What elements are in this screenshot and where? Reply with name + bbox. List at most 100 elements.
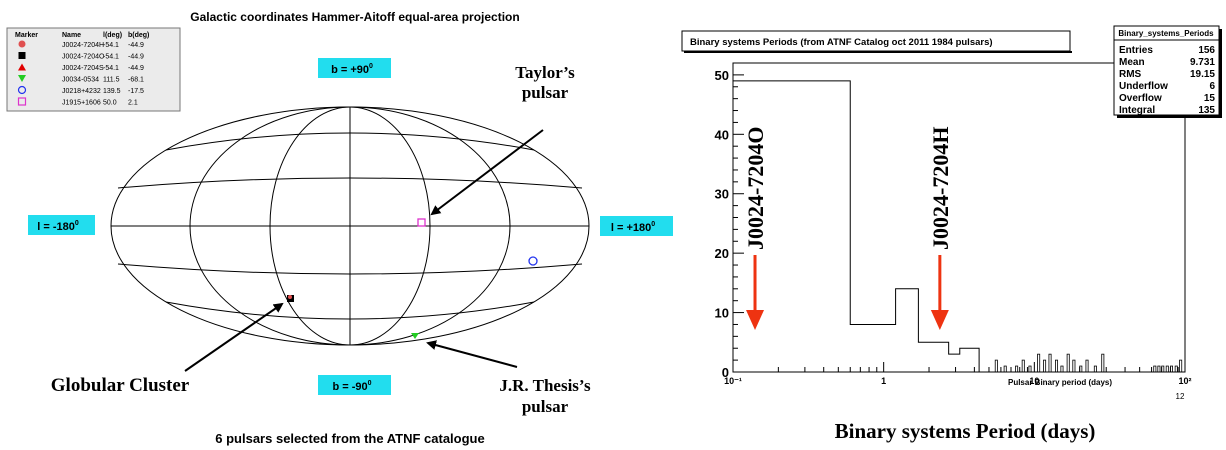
marker-j0034 <box>411 333 419 339</box>
legend-l-2: -54.1 <box>103 54 119 61</box>
stats-value: 9.731 <box>1190 57 1215 68</box>
thesis-arrow <box>426 340 518 368</box>
l-right-label: l = +1800 <box>611 221 655 234</box>
stats-label: RMS <box>1119 69 1142 80</box>
legend-b-2: -44.9 <box>128 54 144 61</box>
histogram-bin <box>1003 365 1007 373</box>
taylor-arrow <box>430 129 544 216</box>
legend-name-5: J0218+4232 <box>62 88 101 95</box>
legend-b-5: -17.5 <box>128 88 144 95</box>
histogram-bin <box>1085 359 1089 373</box>
axis-label-boxes: b = +900 l = -1800 l = +1800 b = -900 <box>28 58 673 395</box>
pulsar-markers <box>287 218 538 339</box>
y-tick-label: 20 <box>715 246 729 261</box>
globular-cluster-label: Globular Cluster <box>51 375 190 396</box>
histogram-bin <box>1021 359 1025 373</box>
histogram-title-shadow <box>684 51 1072 53</box>
histogram-bin <box>1028 365 1032 373</box>
stats-label: Integral <box>1119 105 1155 116</box>
stats-value: 6 <box>1209 81 1215 92</box>
legend-header-marker: Marker <box>15 32 38 39</box>
b-bottom-box <box>318 375 391 395</box>
stats-value: 19.15 <box>1190 69 1215 80</box>
stats-value: 15 <box>1204 93 1216 104</box>
histogram-pulsar-markers: J0024-7204O J0024-7204H <box>743 127 953 330</box>
y-tick-label: 0 <box>722 365 729 380</box>
vertical-pulsar-label: J0024-7204H <box>928 127 953 250</box>
y-axis: 0 10 20 30 40 50 <box>715 62 744 380</box>
l-left-label: l = -1800 <box>37 220 79 233</box>
x-tick-label: 1 <box>881 376 886 386</box>
x-tick-label: 10⁻¹ <box>724 376 742 386</box>
map-legend: Marker Name l(deg) b(deg) J0024-7204H-54… <box>6 27 181 112</box>
taylor-label-line1: Taylor’s <box>515 63 575 82</box>
stats-title: Binary_systems_Periods <box>1118 29 1214 38</box>
map-caption: 6 pulsars selected from the ATNF catalog… <box>215 431 484 446</box>
pulsar-marker-2: J0024-7204H <box>928 127 953 330</box>
legend-name-3: J0024-7204S <box>62 65 104 72</box>
legend-marker-4 <box>18 75 26 82</box>
histogram-bin <box>1072 359 1076 373</box>
l-right-box <box>600 216 673 236</box>
b-top-box <box>318 58 391 78</box>
legend-header-b: b(deg) <box>128 32 149 39</box>
histogram-bin <box>1048 353 1052 373</box>
legend-name-4: J0034-0534 <box>62 77 99 84</box>
histogram-bin <box>1043 359 1047 373</box>
parallel-30n <box>117 177 583 189</box>
histogram-bin <box>1015 365 1019 373</box>
legend-l-6: 50.0 <box>103 100 117 107</box>
legend-b-6: 2.1 <box>128 100 138 107</box>
parallel-60n <box>165 132 535 151</box>
histogram-spikes <box>994 353 1183 373</box>
stats-label: Overflow <box>1119 93 1162 104</box>
histogram-bin <box>1174 365 1178 373</box>
histogram-title: Binary systems Periods (from ATNF Catalo… <box>690 37 993 48</box>
y-tick-label: 10 <box>715 306 729 321</box>
y-tick-label: 40 <box>715 127 729 142</box>
legend-frame <box>6 27 181 112</box>
x-axis: 10⁻¹ 1 10 10² <box>724 362 1192 386</box>
legend-marker-2 <box>18 52 26 59</box>
corner-label: 12 <box>1176 392 1185 401</box>
legend-b-4: -68.1 <box>128 77 144 84</box>
marker-globular-cluster-circle <box>288 295 292 299</box>
histogram-bin <box>1079 365 1083 373</box>
legend-name-2: J0024-7204O <box>62 54 105 61</box>
l-left-box <box>28 215 95 235</box>
meridian-120 <box>189 106 511 346</box>
legend-l-1: -54.1 <box>103 42 119 49</box>
histogram-panel: Binary systems Periods (from ATNF Catalo… <box>681 25 1222 443</box>
legend-header-l: l(deg) <box>103 32 122 39</box>
histogram-caption: Binary systems Period (days) <box>835 419 1096 443</box>
histogram-steps <box>733 80 1185 373</box>
galactic-map-panel: Galactic coordinates Hammer-Aitoff equal… <box>6 10 673 446</box>
marker-j1915 <box>417 218 426 227</box>
legend-name-6: J1915+1606 <box>62 100 101 107</box>
red-arrow-head <box>746 310 765 330</box>
legend-marker-6 <box>17 97 27 106</box>
histogram-bin <box>1093 365 1097 373</box>
parallel-30s <box>117 263 583 275</box>
histogram-bin <box>1060 365 1064 373</box>
histogram-bin <box>1055 359 1059 373</box>
stats-box: Binary_systems_Periods Entries 156 Mean 9.7… <box>1113 25 1222 118</box>
histogram-bin <box>1179 359 1183 373</box>
legend-marker-5 <box>17 85 27 95</box>
stats-frame <box>1113 25 1220 116</box>
histogram-bin <box>994 359 998 373</box>
y-tick-label: 30 <box>715 187 729 202</box>
stats-label: Mean <box>1119 57 1145 68</box>
vertical-pulsar-label: J0024-7204O <box>743 127 768 250</box>
legend-l-3: -54.1 <box>103 65 119 72</box>
stats-shadow-bottom <box>1117 115 1222 118</box>
x-axis-title: Pulsar Binary period (days) <box>1008 378 1112 387</box>
x-tick-label: 10² <box>1178 376 1191 386</box>
histogram-outline <box>733 80 1185 373</box>
stats-rows: Entries 156 Mean 9.731 RMS 19.15 Underflow 6 Ove… <box>1119 45 1215 116</box>
globular-cluster-arrow <box>184 302 284 372</box>
legend-header-name: Name <box>62 32 81 39</box>
stats-value: 156 <box>1198 45 1215 56</box>
pulsar-marker-1: J0024-7204O <box>743 127 768 330</box>
